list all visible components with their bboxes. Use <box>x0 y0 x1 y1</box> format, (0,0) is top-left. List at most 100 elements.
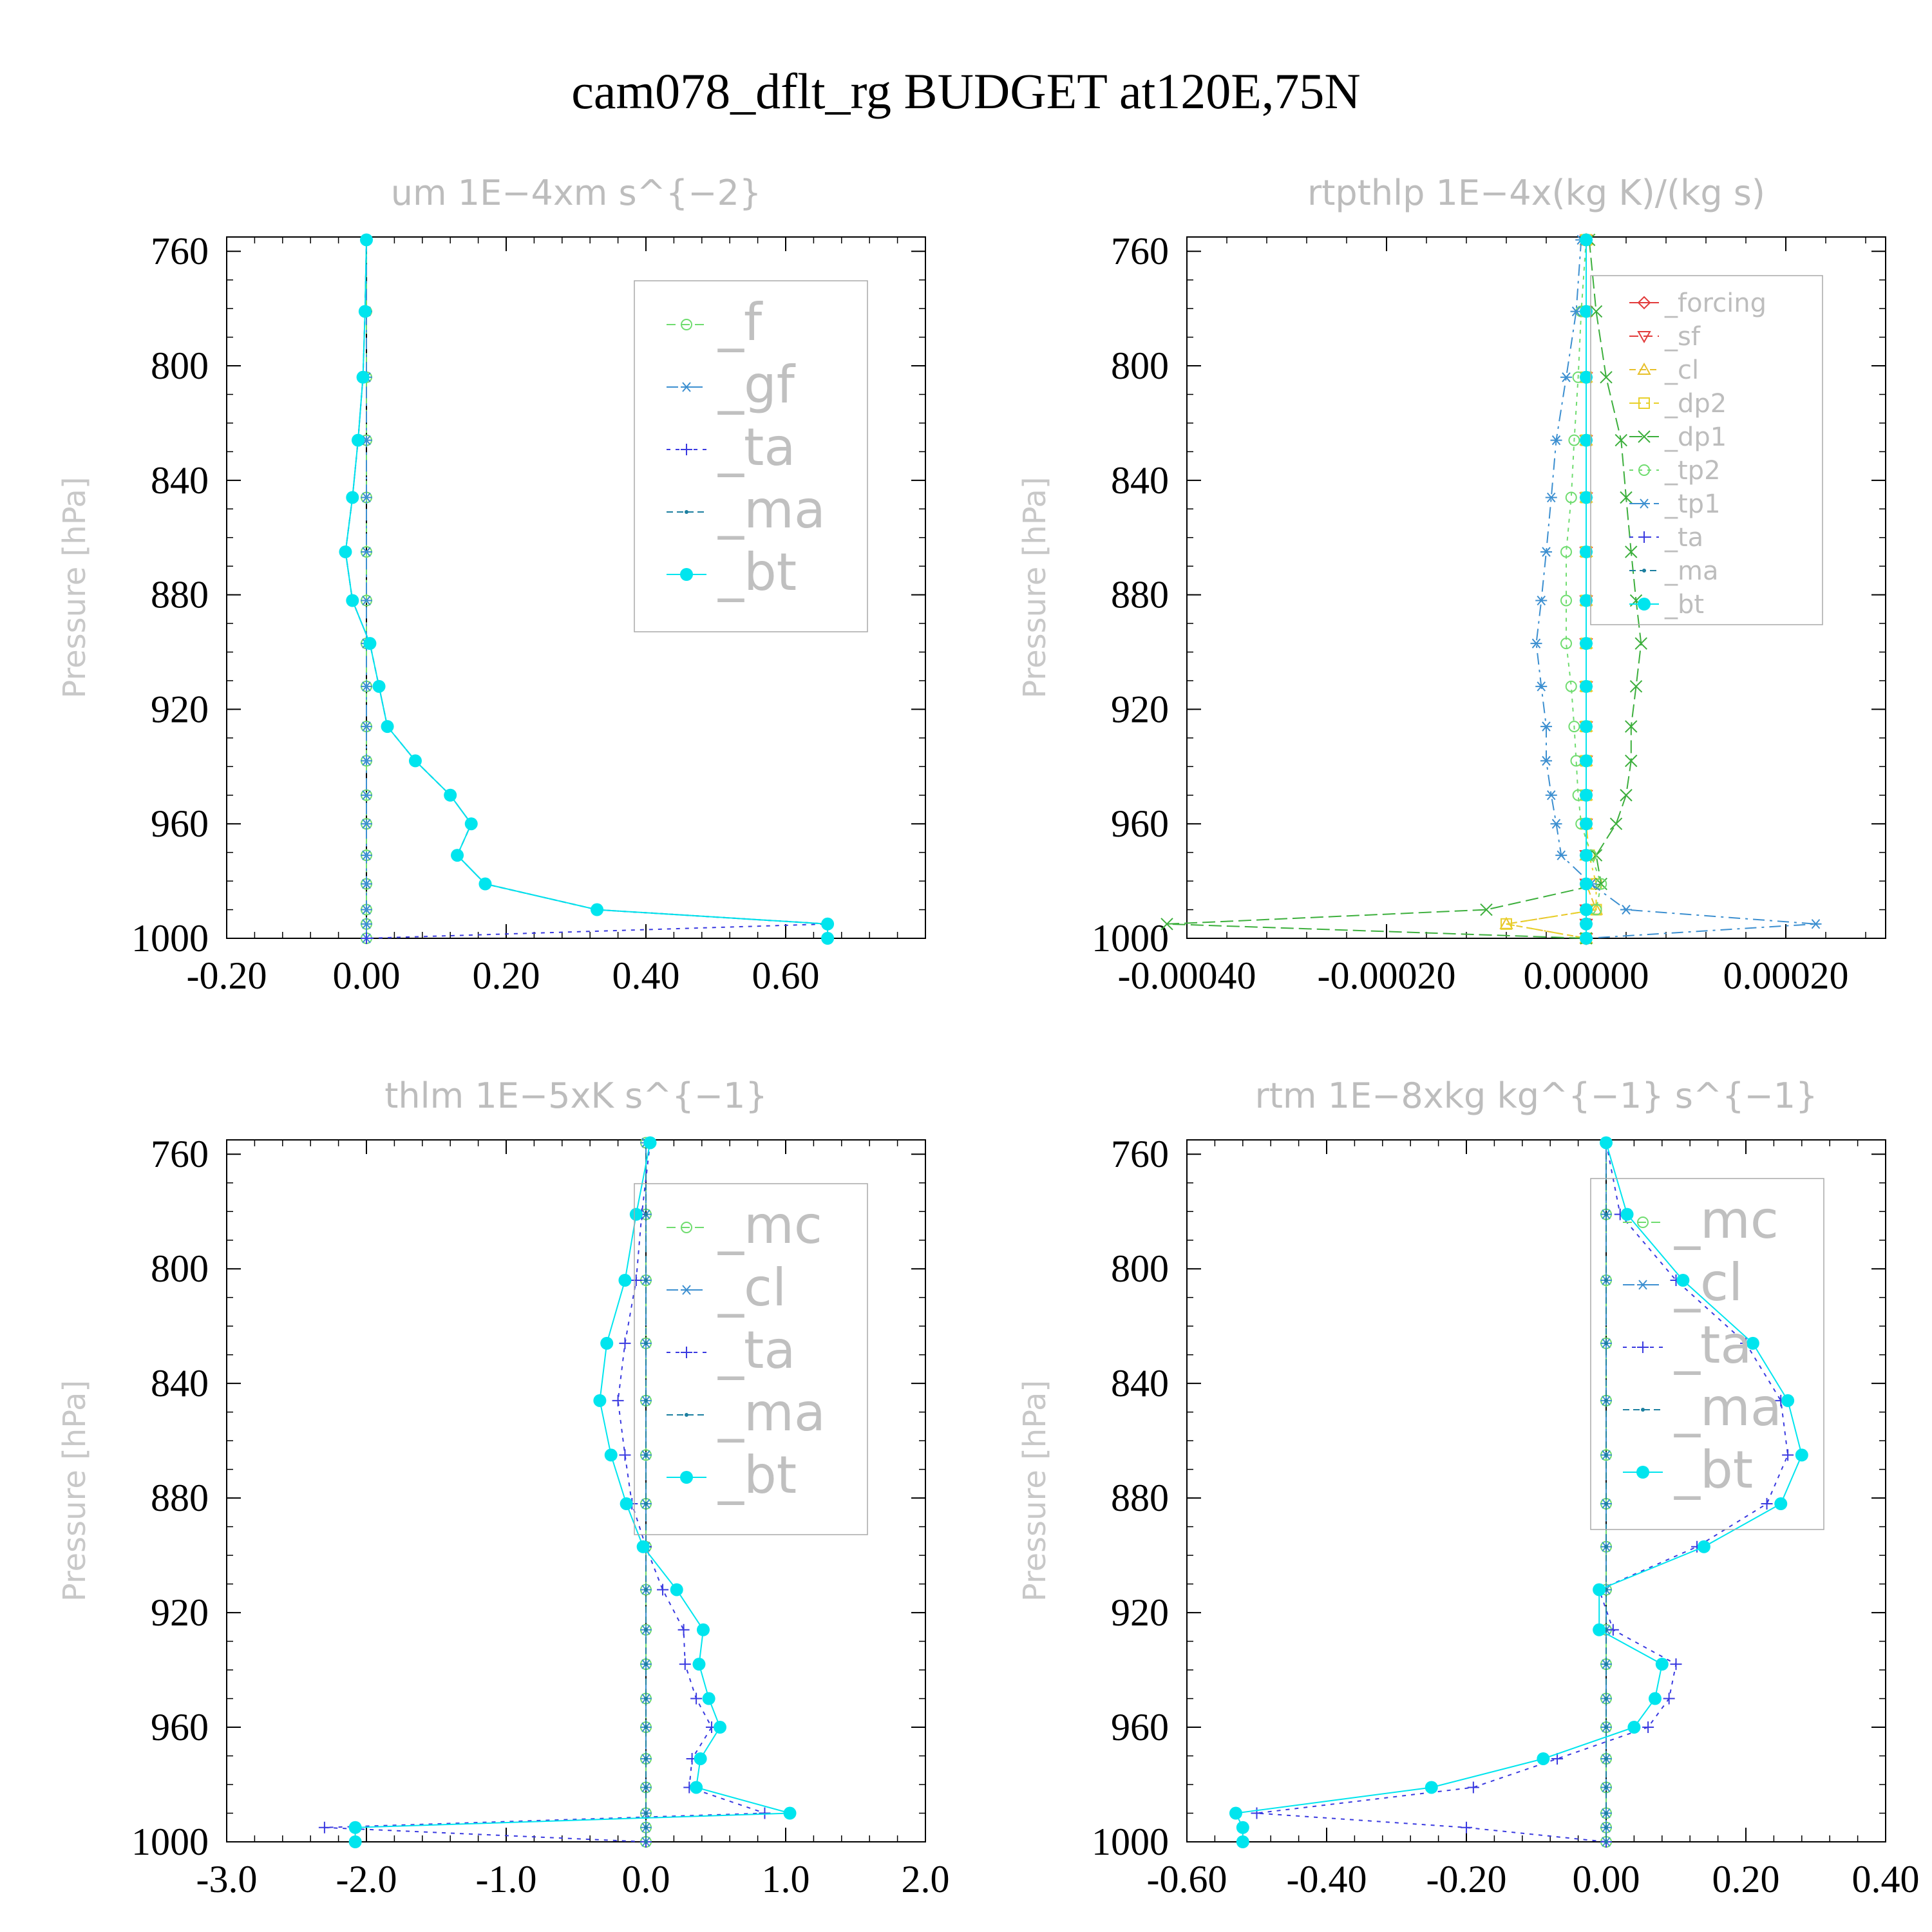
y-tick-label: 760 <box>151 1133 209 1175</box>
data-point <box>694 1752 707 1765</box>
data-point <box>677 1624 690 1636</box>
data-point <box>1604 1502 1608 1506</box>
data-point <box>619 1449 631 1461</box>
series-bt <box>339 233 835 945</box>
legend-label: _tp2 <box>1664 456 1721 486</box>
legend-marker <box>1637 1217 1649 1228</box>
legend-marker <box>1637 296 1651 310</box>
series-line <box>1256 1142 1789 1842</box>
data-point <box>1580 903 1593 916</box>
data-point <box>360 233 373 247</box>
legend-label: _bt <box>717 1445 797 1505</box>
y-tick-label: 1000 <box>131 917 209 960</box>
data-point <box>361 681 372 692</box>
data-point <box>1580 233 1593 247</box>
data-point <box>1580 788 1593 802</box>
series-line <box>1166 240 1642 939</box>
data-point <box>644 1587 648 1592</box>
x-tick-label: 1.0 <box>762 1858 810 1900</box>
data-point <box>1480 903 1493 916</box>
legend-label: _mc <box>717 1195 822 1255</box>
data-point <box>381 720 394 734</box>
data-point <box>620 1497 633 1511</box>
data-point <box>1580 917 1593 931</box>
legend-label: _f <box>717 292 763 352</box>
data-point <box>1560 594 1572 607</box>
data-point <box>690 1781 703 1794</box>
data-point <box>1560 545 1572 558</box>
data-point <box>361 904 372 915</box>
series-bt <box>348 1136 797 1848</box>
legend-label: _bt <box>1664 590 1704 620</box>
data-point <box>1530 638 1542 649</box>
data-point <box>1593 1583 1606 1596</box>
legend-box <box>1590 275 1823 625</box>
figure-title: cam078_dflt_rg BUDGET at120E,75N <box>571 63 1360 119</box>
series-line <box>1235 1142 1803 1842</box>
data-point <box>644 1725 648 1730</box>
legend-label: _ma <box>717 480 826 540</box>
data-point <box>1629 680 1643 693</box>
data-point <box>1795 1448 1808 1462</box>
x-tick-label: -3.0 <box>196 1858 258 1900</box>
legend-label: _cl <box>1664 355 1699 385</box>
data-point <box>348 1835 362 1848</box>
data-point <box>1467 1781 1479 1794</box>
legend-marker <box>1638 498 1650 509</box>
legend-label: _mc <box>1674 1190 1779 1250</box>
data-point <box>1560 638 1572 650</box>
data-point <box>1580 877 1593 891</box>
data-point <box>630 1274 642 1286</box>
data-point <box>644 1278 648 1282</box>
data-point <box>358 305 372 318</box>
legend-marker <box>1642 569 1646 573</box>
series-line <box>1506 240 1597 939</box>
data-point <box>351 433 365 447</box>
series-line <box>345 240 829 938</box>
x-tick-label: 0.60 <box>752 954 820 997</box>
x-tick-label: 2.0 <box>902 1858 950 1900</box>
plot-frame <box>226 1139 926 1842</box>
x-tick-label: -1.0 <box>476 1858 537 1900</box>
legend-marker <box>1637 1341 1649 1353</box>
data-point <box>670 1583 683 1596</box>
data-point <box>1607 1624 1619 1636</box>
chart-panel-4: rtm 1E−8xkg kg^{−1} s^{−1} Pressure [hPa]… <box>1017 1075 1920 1900</box>
y-tick-label: 960 <box>151 802 209 845</box>
data-point <box>1810 919 1822 929</box>
data-point <box>1670 1658 1682 1671</box>
data-point <box>1568 434 1580 446</box>
plot-frame <box>1186 236 1886 939</box>
data-point <box>348 1821 362 1834</box>
series-bt <box>1580 233 1593 945</box>
data-point <box>1461 1821 1472 1833</box>
data-point <box>644 1398 648 1403</box>
y-tick-label: 960 <box>1111 1706 1169 1748</box>
data-point <box>1676 1274 1690 1287</box>
data-point <box>696 1623 710 1636</box>
data-point <box>1604 1398 1608 1403</box>
data-point <box>604 1448 618 1462</box>
data-point <box>1625 720 1638 733</box>
data-point <box>1604 1811 1608 1815</box>
x-tick-label: -0.40 <box>1287 1858 1367 1900</box>
y-tick-label: 1000 <box>131 1821 209 1863</box>
series-tp2 <box>1560 234 1607 944</box>
data-point <box>1604 1278 1608 1282</box>
y-tick-label: 1000 <box>1092 917 1169 960</box>
legend-label: _gf <box>717 355 796 415</box>
x-tick-label: 0.40 <box>1852 1858 1920 1900</box>
data-point <box>1625 754 1638 768</box>
series-cl <box>640 1137 652 1847</box>
data-point <box>1540 755 1552 766</box>
data-point <box>1642 1721 1654 1734</box>
data-point <box>372 679 386 693</box>
legend-marker <box>1638 397 1650 409</box>
x-tick-label: 0.40 <box>612 954 680 997</box>
data-point <box>1774 1497 1788 1511</box>
legend-marker <box>1636 1466 1649 1479</box>
x-tick-label: -0.60 <box>1147 1858 1227 1900</box>
data-point <box>361 721 372 732</box>
y-tick-label: 760 <box>151 230 209 272</box>
data-point <box>1545 492 1557 503</box>
